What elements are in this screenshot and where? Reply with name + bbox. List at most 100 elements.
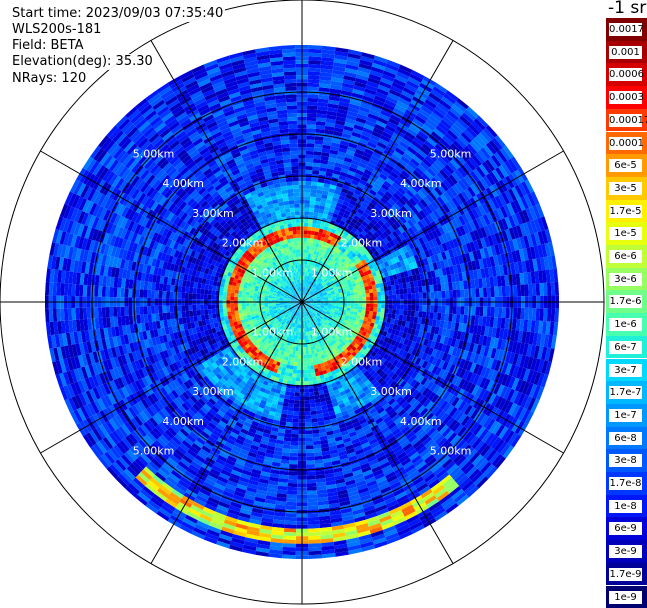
range-gate-cell [295,392,300,396]
range-gate-cell [294,358,298,362]
range-gate-cell [287,487,297,491]
range-gate-cell [306,351,309,355]
range-gate-cell [293,408,299,412]
range-gate-cell [336,303,340,305]
range-gate-cell [303,351,306,355]
range-gate-cell [347,306,351,309]
range-gate-cell [303,272,305,276]
range-gate-cell [284,395,290,400]
range-gate-cell [291,438,298,442]
range-gate-cell [306,457,314,461]
range-gate-cell [314,148,322,153]
range-gate-cell [445,306,449,314]
range-gate-cell [303,328,305,332]
range-gate-cell [502,286,506,297]
range-gate-cell [475,288,479,297]
range-gate-cell [298,355,301,359]
range-gate-cell [347,296,351,299]
range-gate-cell [303,253,306,257]
range-gate-cell [307,490,317,494]
range-gate-cell [449,290,453,298]
range-gate-cell [305,170,312,174]
range-gate-cell [392,295,396,300]
range-gate-cell [311,418,318,422]
range-gate-cell [303,336,305,340]
range-gate-cell [315,372,320,377]
range-gate-cell [290,445,298,449]
range-gate-cell [310,193,316,197]
range-gate-cell [308,75,320,79]
range-gate-cell [308,79,320,83]
range-gate-cell [292,373,296,377]
range-gate-cell [372,284,377,289]
range-gate-cell [532,308,536,320]
range-gate-cell [388,286,392,291]
range-gate-cell [415,305,419,311]
range-gate-cell [307,98,318,102]
range-gate-cell [434,306,438,313]
range-gate-cell [539,283,543,296]
range-gate-cell [380,287,384,292]
range-gate-cell [285,521,297,525]
range-gate-cell [366,293,370,297]
range-gate-cell [388,313,392,318]
range-gate-cell [555,309,560,323]
range-gate-cell [388,290,392,295]
range-gate-cell [305,177,312,181]
range-gate-cell [429,285,434,292]
range-gate-cell [286,506,297,510]
range-gate-cell [304,392,309,396]
range-gate-cell [289,460,298,464]
range-gate-cell [307,483,317,487]
range-gate-cell [306,158,314,162]
range-gate-cell [306,464,315,468]
range-gate-cell [310,403,316,407]
range-gate-cell [289,396,294,400]
range-gate-cell [288,479,298,483]
range-gate-cell [305,423,312,427]
range-gate-cell [303,355,306,359]
range-gate-cell [305,419,311,423]
range-gate-cell [292,430,299,434]
range-gate-cell [369,289,373,293]
range-gate-cell [506,286,510,297]
range-gate-cell [306,434,313,438]
range-gate-cell [434,291,438,298]
range-gate-cell [307,128,316,132]
range-gate-cell [304,223,308,227]
range-gate-cell [460,289,464,298]
range-gate-cell [308,547,321,552]
range-gate-cell [528,308,532,320]
range-gate-cell [308,543,321,547]
range-gate-cell [355,306,359,309]
range-gate-cell [307,106,317,110]
range-gate-cell [402,315,407,321]
range-gate-cell [305,196,311,200]
range-gate-cell [475,307,479,316]
range-gate-cell [437,313,442,321]
range-gate-cell [298,347,301,351]
range-gate-cell [282,551,295,556]
range-gate-cell [312,433,319,438]
range-gate-cell [306,358,310,362]
range-gate-cell [308,53,321,58]
range-gate-cell [308,68,320,72]
range-gate-cell [340,299,344,301]
range-gate-cell [392,309,396,314]
range-gate-cell [304,362,307,366]
range-gate-cell [366,304,370,308]
range-gate-cell [291,434,298,438]
range-gate-cell [429,312,434,319]
range-gate-cell [449,306,453,314]
range-gate-cell [308,373,312,377]
range-gate-cell [299,336,301,340]
range-gate-cell [355,303,359,306]
range-gate-cell [532,284,536,296]
range-gate-cell [312,223,317,227]
range-gate-cell [304,366,308,370]
range-gate-cell [293,366,297,370]
range-gate-cell [306,151,314,155]
range-gate-cell [452,282,457,290]
range-gate-cell [347,298,351,301]
